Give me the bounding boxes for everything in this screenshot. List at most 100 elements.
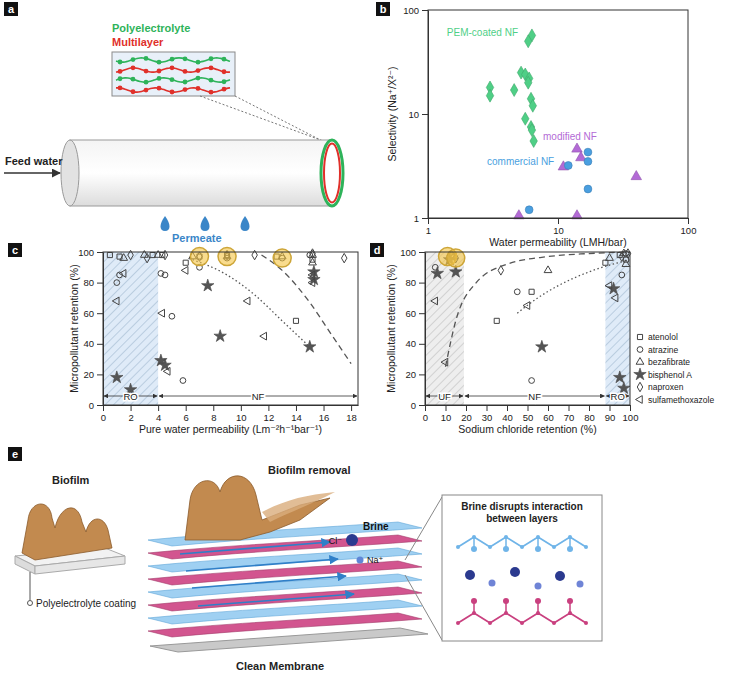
x-axis: 110100 — [426, 218, 697, 236]
polymer-atom — [456, 621, 460, 625]
legend-label: bezafibrate — [648, 357, 690, 367]
point — [341, 253, 346, 262]
point — [536, 340, 548, 352]
x-axis-title: Water permeability (LMH/bar) — [489, 236, 626, 248]
region-label: NF — [252, 391, 265, 402]
feed-arrow — [4, 172, 60, 174]
multilayer-dot — [183, 87, 188, 92]
multilayer-dot — [222, 79, 227, 84]
tick-label: 100 — [623, 412, 639, 423]
tick-label: 100 — [400, 247, 416, 258]
polymer-atom — [568, 535, 572, 539]
point — [611, 294, 618, 302]
legend-label: bisphenol A — [648, 370, 692, 380]
multilayer-dot — [183, 56, 188, 61]
region-label: UF — [438, 391, 451, 402]
tick-mark — [422, 218, 428, 219]
legend-marker — [637, 334, 642, 339]
tick-mark — [466, 405, 467, 411]
tick-label: 30 — [482, 412, 493, 423]
droplet — [201, 216, 210, 231]
polymer-atom — [520, 621, 524, 625]
tick: 20 — [83, 369, 103, 380]
polymer-atom — [552, 621, 556, 625]
multilayer-dot — [196, 86, 201, 91]
highlight — [190, 248, 208, 266]
multilayer-dot — [131, 57, 136, 62]
multilayer-dot — [222, 69, 227, 74]
polymer-group — [535, 598, 541, 604]
tick: 0 — [423, 405, 428, 423]
coating-pointer-dot — [28, 601, 33, 606]
chart-panel: 0102030405060708090100020406080100Sodium… — [385, 247, 714, 435]
clean-membrane-label: Clean Membrane — [236, 660, 324, 672]
tick: 80 — [83, 277, 103, 288]
brine-flow-arrow — [192, 576, 346, 588]
tick-label: 20 — [83, 369, 94, 380]
zoom-line — [405, 497, 442, 560]
polymer-atom — [504, 611, 508, 615]
tick: 80 — [584, 405, 595, 423]
tick-mark — [97, 344, 103, 345]
multilayer-dot — [144, 56, 149, 61]
x-axis-title: Pure water permeability (Lm⁻²h⁻¹bar⁻¹) — [139, 423, 322, 435]
point — [431, 297, 438, 305]
trend-line — [446, 252, 631, 367]
point — [163, 367, 170, 375]
biofilm-removed — [185, 476, 330, 540]
point — [158, 309, 165, 317]
region — [605, 252, 630, 405]
chart-panel: 024681012141618020406080100Pure water pe… — [68, 247, 359, 435]
tick-label: 40 — [502, 412, 513, 423]
point — [510, 84, 517, 97]
panel-label-box — [370, 243, 384, 257]
multilayer-dot — [170, 77, 175, 82]
tick: 40 — [502, 405, 513, 423]
point — [114, 280, 120, 286]
legend-label: atenolol — [648, 332, 678, 342]
tick: 10 — [236, 405, 247, 423]
chloride-ion — [346, 534, 358, 546]
tick: 14 — [291, 405, 302, 423]
axis-line — [425, 253, 426, 406]
point — [524, 76, 531, 89]
tick: 0 — [89, 400, 103, 411]
tick: 16 — [319, 405, 330, 423]
brine-flow-arrow — [186, 559, 338, 571]
background — [0, 0, 730, 690]
tick-mark — [419, 252, 425, 253]
inset-title: Multilayer — [112, 36, 164, 48]
tick-mark — [528, 405, 529, 411]
polymer-atom — [520, 545, 524, 549]
tick-mark — [213, 405, 214, 411]
tick-label: 40 — [83, 338, 94, 349]
detail-title: Brine disrupts interaction — [461, 501, 583, 512]
point — [631, 171, 642, 180]
polymer-atom — [488, 545, 492, 549]
tick-label: 0 — [423, 412, 428, 423]
multilayer-dot — [144, 88, 149, 93]
zoom-line — [405, 575, 442, 640]
tick: 70 — [564, 405, 575, 423]
panel-label-text: d — [374, 244, 381, 256]
tick-mark — [158, 405, 159, 411]
point — [525, 206, 533, 214]
y-axis-title: Micropollutant retention (%) — [385, 264, 397, 392]
point — [119, 270, 126, 278]
series-label: PEM-coated NF — [447, 27, 518, 38]
tick-label: 10 — [236, 412, 247, 423]
point — [293, 318, 298, 323]
droplet — [161, 216, 170, 231]
tick-mark — [97, 313, 103, 314]
panel-label-box — [376, 2, 390, 16]
multilayer-dot — [209, 56, 214, 61]
region — [103, 252, 158, 405]
trend-line — [193, 260, 310, 347]
tick: 10 — [553, 218, 564, 236]
tube-inlet — [61, 140, 79, 206]
inset-box — [112, 52, 235, 96]
tick: 10 — [408, 109, 428, 120]
point — [524, 35, 531, 48]
tick: 1 — [426, 218, 431, 236]
tick-mark — [131, 405, 132, 411]
